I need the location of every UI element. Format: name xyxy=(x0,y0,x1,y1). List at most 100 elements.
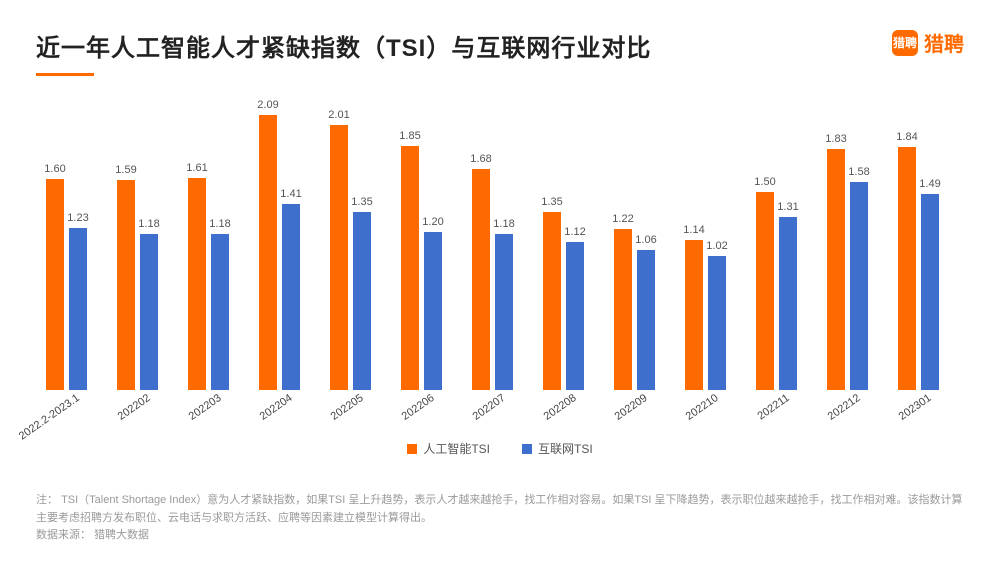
bar-value-label: 1.41 xyxy=(280,188,301,200)
bar-group: 1.611.18 xyxy=(188,178,229,390)
source-prefix: 数据来源： xyxy=(36,529,91,541)
bar-value-label: 2.09 xyxy=(257,99,278,111)
bar-value-label: 1.14 xyxy=(683,224,704,236)
bar-value-label: 1.68 xyxy=(470,153,491,165)
x-axis-label: 202209 xyxy=(612,392,664,444)
footnote-text: TSI（Talent Shortage Index）意为人才紧缺指数，如果TSI… xyxy=(36,494,963,524)
bar-group: 1.591.18 xyxy=(117,180,158,390)
footnotes: 注： TSI（Talent Shortage Index）意为人才紧缺指数，如果… xyxy=(36,492,964,545)
bar-ai: 2.09 xyxy=(259,115,277,391)
bar-group: 1.141.02 xyxy=(685,240,726,390)
bar-ai: 1.14 xyxy=(685,240,703,390)
bar-group: 2.091.41 xyxy=(259,115,300,391)
bar-value-label: 1.35 xyxy=(541,196,562,208)
bar-group: 2.011.35 xyxy=(330,125,371,390)
bar-value-label: 1.02 xyxy=(706,240,727,252)
chart-plot: 1.601.231.591.181.611.182.091.412.011.35… xyxy=(36,100,964,390)
legend-label-ai: 人工智能TSI xyxy=(423,440,490,457)
source-text: 猎聘大数据 xyxy=(94,529,149,541)
brand-logo: 猎聘 猎聘 xyxy=(892,28,964,57)
chart-legend: 人工智能TSI 互联网TSI xyxy=(36,440,964,457)
bar-ai: 1.60 xyxy=(46,179,64,390)
x-axis-label: 202211 xyxy=(755,392,806,444)
bar-ai: 1.35 xyxy=(543,212,561,390)
bar-group: 1.851.20 xyxy=(401,146,442,390)
x-axis-label: 202205 xyxy=(328,392,380,444)
bar-value-label: 1.06 xyxy=(635,234,656,246)
bar-internet: 1.49 xyxy=(921,194,939,390)
chart-x-axis: 2022.2-2023.1202202202203202204202205202… xyxy=(36,390,964,430)
bar-value-label: 1.31 xyxy=(777,201,798,213)
bar-value-label: 1.58 xyxy=(848,166,869,178)
bar-value-label: 1.12 xyxy=(564,226,585,238)
brand-logo-text: 猎聘 xyxy=(924,28,964,57)
tsi-bar-chart: 1.601.231.591.181.611.182.091.412.011.35… xyxy=(36,100,964,430)
header: 近一年人工智能人才紧缺指数（TSI）与互联网行业对比 猎聘 猎聘 xyxy=(36,28,964,76)
bar-internet: 1.02 xyxy=(708,256,726,390)
bar-value-label: 1.85 xyxy=(399,130,420,142)
x-axis-label: 202210 xyxy=(683,392,735,444)
bar-internet: 1.41 xyxy=(282,204,300,390)
footnote-line: 注： TSI（Talent Shortage Index）意为人才紧缺指数，如果… xyxy=(36,492,964,527)
bar-group: 1.831.58 xyxy=(827,149,868,390)
bar-value-label: 1.18 xyxy=(138,218,159,230)
bar-internet: 1.06 xyxy=(637,250,655,390)
bar-group: 1.601.23 xyxy=(46,179,87,390)
bar-value-label: 1.49 xyxy=(919,178,940,190)
bar-value-label: 1.61 xyxy=(186,162,207,174)
title-block: 近一年人工智能人才紧缺指数（TSI）与互联网行业对比 xyxy=(36,28,651,76)
bar-internet: 1.35 xyxy=(353,212,371,390)
bar-ai: 1.83 xyxy=(827,149,845,390)
x-axis-label: 202204 xyxy=(257,392,309,444)
x-axis-label: 202206 xyxy=(399,392,451,444)
legend-swatch-internet xyxy=(522,444,532,454)
bar-value-label: 1.59 xyxy=(115,164,136,176)
bar-ai: 1.50 xyxy=(756,192,774,390)
bar-ai: 1.61 xyxy=(188,178,206,390)
legend-item-internet: 互联网TSI xyxy=(522,440,593,457)
bar-ai: 2.01 xyxy=(330,125,348,390)
x-axis-label: 202301 xyxy=(896,392,948,444)
bar-value-label: 2.01 xyxy=(328,109,349,121)
title-underline xyxy=(36,73,94,76)
bar-value-label: 1.20 xyxy=(422,216,443,228)
bar-internet: 1.18 xyxy=(140,234,158,390)
bar-value-label: 1.35 xyxy=(351,196,372,208)
bar-group: 1.351.12 xyxy=(543,212,584,390)
bar-internet: 1.18 xyxy=(495,234,513,390)
bar-group: 1.501.31 xyxy=(756,192,797,390)
bar-internet: 1.20 xyxy=(424,232,442,390)
bar-value-label: 1.18 xyxy=(209,218,230,230)
source-line: 数据来源： 猎聘大数据 xyxy=(36,527,964,545)
legend-swatch-ai xyxy=(407,444,417,454)
bar-value-label: 1.83 xyxy=(825,133,846,145)
bar-internet: 1.31 xyxy=(779,217,797,390)
bar-ai: 1.22 xyxy=(614,229,632,390)
page-title: 近一年人工智能人才紧缺指数（TSI）与互联网行业对比 xyxy=(36,28,651,63)
bar-ai: 1.84 xyxy=(898,147,916,390)
bar-value-label: 1.50 xyxy=(754,176,775,188)
bar-value-label: 1.23 xyxy=(67,212,88,224)
bar-group: 1.221.06 xyxy=(614,229,655,390)
x-axis-label: 202207 xyxy=(470,392,522,444)
x-axis-label: 202203 xyxy=(186,392,238,444)
bar-value-label: 1.84 xyxy=(896,131,917,143)
bar-internet: 1.12 xyxy=(566,242,584,390)
bar-group: 1.681.18 xyxy=(472,169,513,390)
bar-internet: 1.18 xyxy=(211,234,229,390)
footnote-prefix: 注： xyxy=(36,494,58,506)
bar-ai: 1.68 xyxy=(472,169,490,390)
bar-ai: 1.59 xyxy=(117,180,135,390)
slide: 近一年人工智能人才紧缺指数（TSI）与互联网行业对比 猎聘 猎聘 1.601.2… xyxy=(0,0,1000,563)
bar-value-label: 1.18 xyxy=(493,218,514,230)
bar-group: 1.841.49 xyxy=(898,147,939,390)
bar-internet: 1.23 xyxy=(69,228,87,390)
bar-ai: 1.85 xyxy=(401,146,419,390)
x-axis-label: 202212 xyxy=(825,392,877,444)
x-axis-label: 202202 xyxy=(115,392,167,444)
x-axis-label: 202208 xyxy=(541,392,593,444)
bar-value-label: 1.22 xyxy=(612,213,633,225)
brand-logo-icon: 猎聘 xyxy=(892,30,918,56)
bar-value-label: 1.60 xyxy=(44,163,65,175)
bar-internet: 1.58 xyxy=(850,182,868,390)
